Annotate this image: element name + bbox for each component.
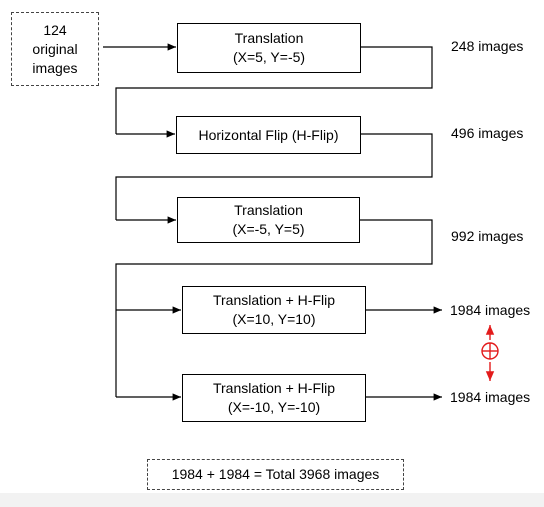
step5-params: (X=-10, Y=-10)	[227, 399, 321, 415]
bottom-strip	[0, 493, 544, 507]
source-count: 124	[43, 21, 67, 38]
step3-translation-box: Translation (X=-5, Y=5)	[177, 197, 360, 243]
step1-title: Translation	[234, 30, 304, 46]
step5-result: 1984 images	[450, 389, 531, 405]
wire-step2-output	[115, 133, 433, 220]
wire-step3-output	[115, 219, 433, 397]
step1-params: (X=5, Y=-5)	[232, 49, 306, 65]
step4-title: Translation + H-Flip	[212, 292, 336, 308]
step5-translation-hflip-box: Translation + H-Flip (X=-10, Y=-10)	[182, 374, 366, 422]
step1-translation-box: Translation (X=5, Y=-5)	[177, 23, 361, 73]
step2-title: Horizontal Flip (H-Flip)	[198, 126, 339, 143]
source-line1: original	[32, 40, 78, 57]
step2-hflip-box: Horizontal Flip (H-Flip)	[176, 116, 361, 154]
wire-step1-output	[115, 46, 433, 134]
step2-result: 496 images	[451, 125, 524, 141]
step4-translation-hflip-box: Translation + H-Flip (X=10, Y=10)	[182, 286, 366, 334]
step3-title: Translation	[234, 202, 303, 218]
step4-result: 1984 images	[450, 302, 531, 318]
source-images-box: 124 original images	[11, 12, 99, 86]
step3-result: 992 images	[451, 228, 524, 244]
total-box: 1984 + 1984 = Total 3968 images	[147, 459, 404, 490]
step3-params: (X=-5, Y=5)	[232, 221, 305, 237]
step1-result: 248 images	[451, 38, 524, 54]
step5-title: Translation + H-Flip	[212, 380, 336, 396]
total-text: 1984 + 1984 = Total 3968 images	[171, 466, 380, 482]
step4-params: (X=10, Y=10)	[232, 311, 316, 327]
source-line2: images	[32, 59, 78, 76]
